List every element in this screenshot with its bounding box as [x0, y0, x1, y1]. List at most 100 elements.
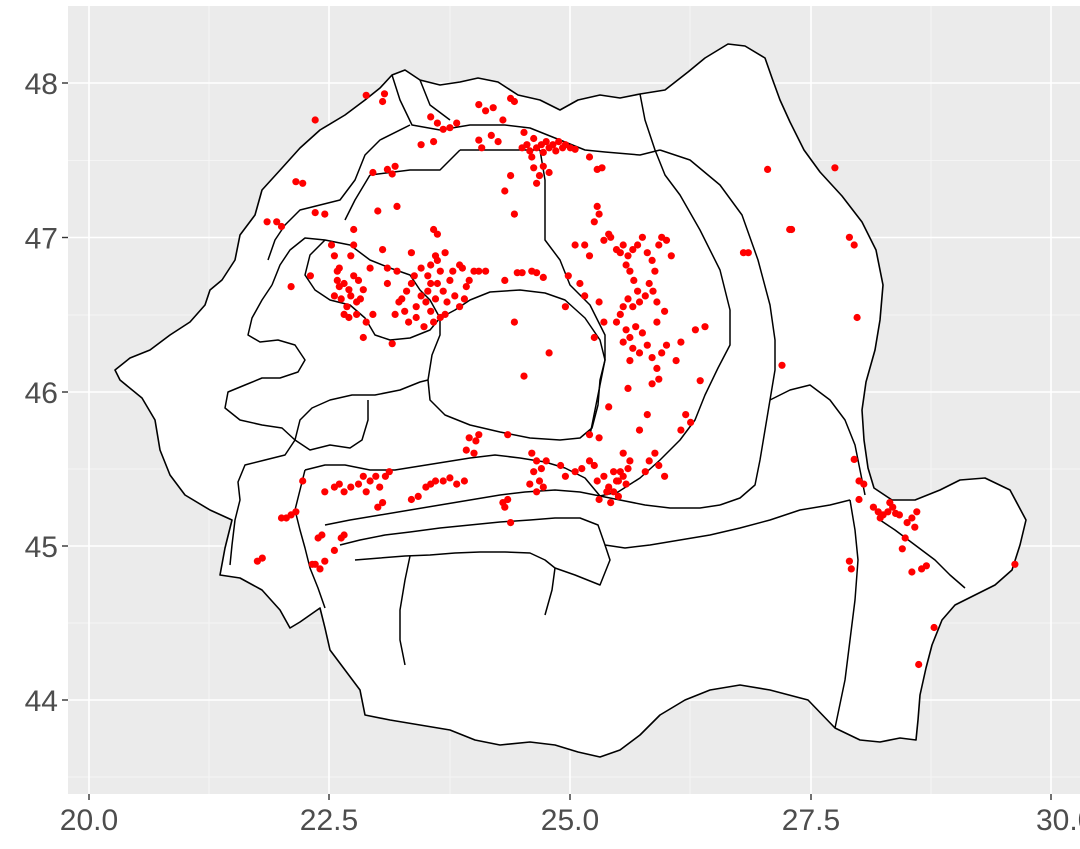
site-point: [850, 241, 858, 249]
region-boundary: [879, 519, 966, 589]
site-point: [520, 128, 528, 136]
site-point: [362, 318, 370, 326]
site-point: [510, 210, 518, 218]
site-point: [292, 178, 300, 186]
site-point: [330, 252, 338, 260]
site-point: [661, 307, 669, 315]
site-point: [701, 323, 709, 331]
site-point: [501, 187, 509, 195]
region-boundary: [554, 544, 611, 586]
site-point: [482, 267, 490, 275]
site-point: [369, 310, 377, 318]
site-point: [590, 333, 598, 342]
site-point: [549, 141, 557, 149]
site-point: [634, 287, 642, 295]
site-point: [535, 477, 544, 485]
site-point: [622, 480, 630, 488]
site-point: [391, 162, 399, 170]
site-point: [494, 138, 502, 146]
site-point: [635, 298, 644, 306]
site-point: [648, 354, 656, 362]
site-point: [433, 230, 441, 238]
site-point: [643, 411, 651, 419]
site-point: [388, 170, 396, 178]
site-point: [366, 477, 374, 485]
region-boundary: [294, 400, 369, 451]
site-point: [340, 531, 348, 539]
site-point: [379, 246, 387, 254]
site-point: [501, 276, 509, 284]
site-point: [648, 380, 656, 388]
site-point: [614, 477, 623, 485]
site-point: [316, 565, 324, 573]
site-point: [321, 210, 329, 218]
site-point: [651, 449, 659, 457]
site-point: [299, 477, 307, 485]
site-point: [614, 492, 623, 500]
site-point: [845, 557, 854, 565]
site-point: [263, 218, 271, 226]
site-point: [427, 113, 435, 121]
site-point: [407, 249, 415, 257]
site-point: [347, 292, 355, 300]
site-point: [561, 303, 570, 311]
site-point: [581, 292, 589, 300]
site-point: [446, 124, 454, 132]
site-point: [343, 303, 351, 311]
region-boundary: [769, 384, 866, 496]
site-point: [403, 287, 411, 295]
x-tick-label: 20.0: [60, 804, 118, 837]
site-point: [456, 303, 464, 311]
site-point: [451, 292, 459, 300]
region-boundary: [267, 124, 411, 261]
site-point: [350, 225, 358, 234]
site-point: [420, 323, 428, 331]
site-point: [590, 461, 598, 470]
site-point: [523, 141, 531, 149]
site-point: [886, 499, 894, 507]
site-point: [465, 434, 473, 442]
site-point: [318, 531, 326, 539]
site-point: [641, 468, 649, 476]
region-boundary: [229, 439, 296, 566]
site-point: [311, 209, 319, 217]
site-point: [645, 457, 653, 465]
site-point: [571, 241, 579, 249]
site-point: [626, 333, 634, 342]
site-point: [585, 457, 594, 465]
site-point: [475, 136, 483, 144]
site-point: [501, 503, 509, 511]
site-point: [537, 465, 546, 473]
site-point: [590, 218, 598, 226]
site-point: [372, 472, 380, 480]
site-point: [533, 269, 541, 277]
site-point: [431, 477, 440, 485]
site-point: [539, 273, 547, 281]
site-point: [422, 298, 430, 306]
site-point: [595, 210, 603, 218]
site-point: [526, 147, 534, 155]
site-points: [253, 90, 1019, 669]
site-point: [412, 313, 420, 322]
site-point: [662, 341, 671, 349]
site-point: [655, 241, 663, 249]
site-point: [528, 153, 536, 161]
site-point: [629, 303, 637, 311]
site-point: [335, 283, 343, 291]
site-point: [433, 256, 441, 264]
site-point: [359, 286, 367, 294]
site-point: [634, 241, 642, 249]
region-boundary: [339, 499, 851, 549]
site-point: [638, 329, 647, 337]
site-point: [561, 472, 570, 480]
site-point: [333, 267, 341, 275]
x-tick-label: 27.5: [782, 804, 840, 837]
site-point: [379, 499, 387, 507]
site-point: [764, 165, 772, 173]
site-point: [330, 292, 338, 300]
site-point: [901, 534, 909, 542]
site-point: [571, 145, 579, 153]
site-point: [366, 264, 374, 272]
site-point: [687, 418, 695, 426]
site-point: [895, 511, 904, 519]
